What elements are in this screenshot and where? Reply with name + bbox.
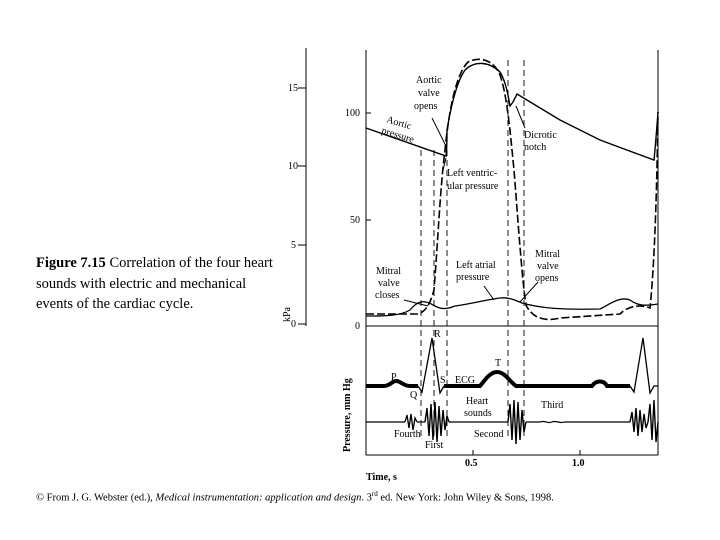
source-credit: © From J. G. Webster (ed.), Medical inst… (36, 490, 716, 504)
heart-sound-second: Second (474, 429, 503, 440)
svg-text:ular pressure: ular pressure (447, 181, 499, 192)
time-axis (366, 450, 658, 456)
kpa-tick-0: 0 (291, 319, 296, 330)
kpa-axis-label: kPa (282, 306, 293, 322)
ecg-label-p: P (391, 372, 397, 383)
heart-sound-third: Third (541, 400, 563, 411)
heart-sounds-label: Heart sounds (464, 396, 492, 419)
ecg-label-s: S (440, 375, 446, 386)
figure-label: Figure 7.15 (36, 255, 106, 271)
mmhg-tick-0: 0 (355, 321, 360, 332)
svg-text:Heart: Heart (466, 396, 488, 407)
svg-text:valve: valve (378, 278, 400, 289)
left-atrial-pressure-curve (365, 297, 659, 317)
credit-edition: . 3 (361, 492, 372, 504)
kpa-tick-15: 15 (288, 83, 298, 94)
svg-text:opens: opens (414, 101, 437, 112)
time-tick-1-0: 1.0 (572, 458, 585, 469)
credit-title: Medical instrumentation: application and… (155, 492, 362, 504)
annotation-pointers (403, 105, 539, 307)
svg-text:pressure: pressure (456, 272, 490, 283)
annotation-aortic-valve-opens: Aortic valve opens (414, 75, 442, 112)
svg-text:notch: notch (524, 142, 546, 153)
credit-prefix: © From J. G. Webster (ed.), (36, 492, 156, 504)
svg-text:valve: valve (537, 261, 559, 272)
annotation-aortic-pressure: Aortic pressure (380, 114, 416, 145)
svg-text:opens: opens (535, 273, 558, 284)
svg-text:closes: closes (375, 290, 400, 301)
kpa-tick-5: 5 (291, 240, 296, 251)
annotation-mitral-valve-closes: Mitral valve closes (375, 266, 401, 301)
ecg-label-r: R (434, 329, 441, 340)
figure-caption: Figure 7.15 Correlation of the four hear… (36, 253, 276, 315)
mmhg-tick-50: 50 (350, 215, 360, 226)
mmhg-axis-label: Pressure, mm Hg (342, 378, 353, 452)
event-markers (420, 60, 525, 440)
svg-text:Left atrial: Left atrial (456, 260, 496, 271)
heart-sound-first: First (425, 440, 444, 451)
annotation-dicrotic-notch: Dicrotic notch (524, 130, 557, 153)
time-tick-0-5: 0.5 (465, 458, 478, 469)
kpa-tick-10: 10 (288, 161, 298, 172)
kpa-axis (298, 48, 307, 326)
heart-sound-fourth: Fourth (394, 429, 421, 440)
aortic-pressure-curve (365, 62, 659, 161)
svg-text:Mitral: Mitral (535, 249, 560, 260)
ecg-trace (366, 337, 658, 396)
svg-text:Mitral: Mitral (376, 266, 401, 277)
ecg-label-ecg: ECG (455, 375, 475, 386)
mmhg-tick-100: 100 (345, 108, 360, 119)
ecg-label-q: Q (410, 390, 418, 401)
annotation-left-ventricular-pressure: Left ventric- ular pressure (447, 168, 499, 192)
credit-edition-sup: rd (371, 490, 378, 498)
annotation-left-atrial-pressure: Left atrial pressure (456, 260, 496, 283)
svg-text:Aortic: Aortic (416, 75, 442, 86)
svg-text:Left ventric-: Left ventric- (447, 168, 497, 179)
time-axis-label: Time, s (366, 472, 397, 483)
caption-text: Correlation of the four heart sounds wit… (36, 255, 273, 312)
svg-text:valve: valve (418, 88, 440, 99)
heart-sounds-trace (366, 399, 659, 445)
credit-suffix: ed. New York: John Wiley & Sons, 1998. (377, 492, 554, 504)
svg-text:Dicrotic: Dicrotic (524, 130, 557, 141)
left-ventricular-pressure-curve (366, 58, 659, 321)
annotation-mitral-valve-opens: Mitral valve opens (535, 249, 560, 284)
ecg-label-t: T (495, 358, 501, 369)
svg-text:sounds: sounds (464, 408, 492, 419)
